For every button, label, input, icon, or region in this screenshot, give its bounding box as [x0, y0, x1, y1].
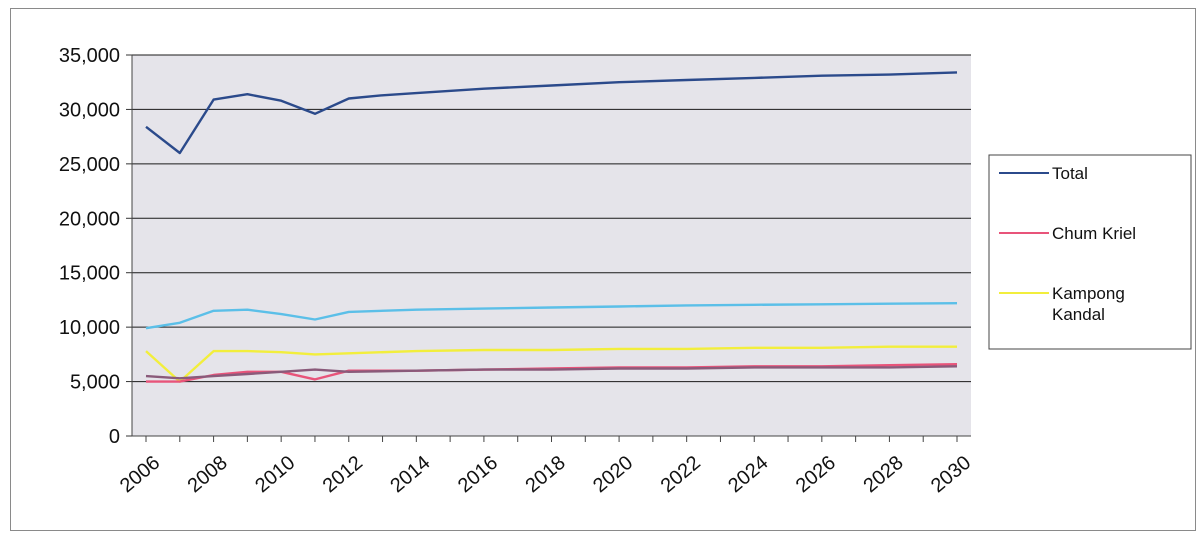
y-tick-label: 20,000 [59, 208, 120, 230]
y-tick-label: 35,000 [59, 45, 120, 67]
line-chart: 0 5,000 10,000 15,000 20,000 25,000 30,000 35,0… [59, 45, 1192, 497]
y-tick-label: 30,000 [59, 99, 120, 121]
x-tick-label: 2030 [927, 452, 975, 497]
y-tick-label: 25,000 [59, 154, 120, 176]
series-line-kampong-kandal [145, 345, 957, 383]
y-tick-label: 10,000 [59, 317, 120, 339]
plot-area [132, 55, 971, 436]
x-tick-label: 2014 [386, 452, 434, 497]
series-line-total [145, 71, 958, 155]
x-tick-label: 2008 [184, 452, 232, 497]
series-line-unlabeled-1 [145, 302, 958, 330]
gridlines [132, 54, 971, 437]
y-tick-label: 5,000 [70, 372, 120, 394]
legend-box [988, 154, 1192, 350]
series-lines [145, 71, 958, 383]
x-tick-label: 2028 [859, 452, 907, 497]
x-tick-label: 2006 [116, 452, 164, 497]
x-tick-label: 2016 [454, 452, 502, 497]
y-tick-label: 0 [109, 426, 120, 448]
legend: Total Chum Kriel Kampong Kandal [988, 154, 1192, 350]
x-tick-label: 2022 [657, 452, 705, 497]
x-tick-label: 2012 [319, 452, 367, 497]
series-line-unlabeled-4 [145, 365, 958, 380]
x-tick-label: 2010 [251, 452, 299, 497]
x-tick-label: 2024 [724, 452, 772, 497]
y-tick-label: 15,000 [59, 263, 120, 285]
legend-label: Chum Kriel [1052, 224, 1136, 243]
x-tick-label: 2020 [589, 452, 637, 497]
legend-label: Total [1052, 164, 1088, 183]
legend-label: Kampong Kandal [1052, 284, 1125, 324]
chart-frame: 0 5,000 10,000 15,000 20,000 25,000 30,000 35,0… [10, 8, 1196, 531]
x-tick-label: 2018 [521, 452, 569, 497]
x-tick-label: 2026 [792, 452, 840, 497]
